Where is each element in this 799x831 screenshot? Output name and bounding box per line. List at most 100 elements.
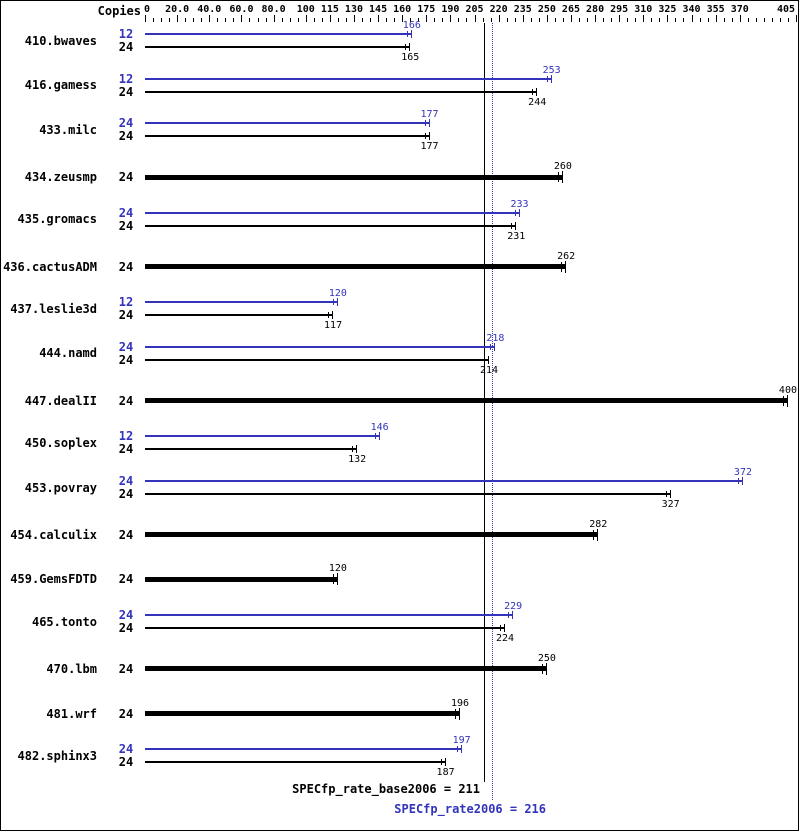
benchmark-label: 447.dealII (24, 393, 97, 408)
bar-value-label: 177 (420, 109, 439, 121)
bar-end-cap (500, 625, 502, 632)
axis-major-tick (209, 15, 211, 22)
axis-minor-tick (530, 18, 532, 22)
axis-minor-tick (289, 18, 291, 22)
result-bar (145, 174, 563, 180)
copies-value-base: 24 (118, 487, 134, 501)
axis-minor-tick (434, 18, 436, 22)
axis-major-tick (522, 15, 524, 22)
copies-value-base: 24 (118, 170, 134, 185)
bar-end-cap (336, 298, 338, 307)
bar-value-label: 327 (661, 499, 680, 510)
copies-value-base: 24 (118, 621, 134, 636)
bar-value-label: 229 (504, 601, 523, 613)
axis-tick-label: 250 (537, 4, 556, 15)
benchmark-label: 470.lbm (46, 661, 97, 676)
axis-major-tick (329, 15, 331, 22)
copies-value-peak: 12 (118, 27, 134, 41)
result-bar (145, 398, 788, 404)
bar-end-cap (786, 394, 788, 407)
bar-end-cap (483, 356, 485, 363)
copies-value-base: 24 (118, 755, 134, 770)
axis-tick-label: 370 (730, 4, 749, 15)
axis-tick-label: 130 (344, 4, 363, 15)
bar-end-cap (440, 759, 442, 766)
result-bar (145, 761, 446, 764)
bar-end-cap (455, 708, 457, 719)
bar-end-cap (424, 120, 426, 127)
bar-end-cap (332, 299, 334, 306)
axis-minor-tick (659, 18, 661, 22)
bar-value-label: 282 (589, 518, 608, 530)
axis-minor-tick (779, 18, 781, 22)
axis-minor-tick (418, 18, 420, 22)
bar-end-cap (460, 745, 462, 754)
bar-end-cap (328, 312, 330, 319)
bar-end-cap (561, 171, 563, 184)
benchmark-label: 453.povray (24, 480, 97, 495)
bar-end-cap (541, 663, 543, 674)
result-bar (145, 301, 338, 304)
result-bar (145, 90, 538, 93)
bar-value-label: 231 (507, 230, 526, 242)
axis-minor-tick (386, 18, 388, 22)
result-bar (145, 576, 338, 582)
result-bar (145, 748, 462, 751)
bar-end-cap (665, 491, 667, 497)
result-bar (145, 435, 380, 438)
axis-minor-tick (201, 18, 203, 22)
benchmark-label: 416.gamess (24, 78, 97, 93)
result-bar (145, 448, 358, 451)
peak-summary-label: SPECfp_rate2006 = 216 (394, 802, 546, 816)
axis-tick-label: 0 (143, 4, 151, 15)
bar-value-label: 165 (401, 52, 420, 63)
axis-major-tick (643, 15, 645, 22)
copies-value-peak: 12 (118, 71, 134, 86)
axis-major-tick (145, 15, 146, 22)
result-bar (145, 33, 412, 35)
benchmark-label: 410.bwaves (24, 33, 97, 48)
bar-end-cap (532, 88, 534, 95)
bar-end-cap (456, 746, 458, 753)
result-bar (145, 614, 514, 617)
bar-end-cap (515, 221, 517, 230)
axis-minor-tick (257, 18, 259, 22)
benchmark-label: 481.wrf (46, 706, 97, 721)
copies-value-base: 24 (118, 259, 134, 274)
copies-value-peak: 24 (118, 116, 134, 131)
result-bar (145, 627, 506, 630)
axis-minor-tick (153, 18, 155, 22)
axis-major-tick (305, 15, 307, 22)
axis-major-tick (402, 15, 404, 22)
bar-end-cap (512, 611, 514, 620)
axis-minor-tick (787, 18, 789, 22)
axis-minor-tick (579, 18, 580, 22)
axis-minor-tick (731, 18, 733, 22)
axis-minor-tick (611, 18, 613, 22)
copies-value-base: 24 (118, 218, 134, 233)
copies-value-base: 24 (118, 393, 134, 408)
bar-value-label: 120 (328, 563, 347, 575)
axis-tick-label: 340 (682, 4, 701, 15)
axis-minor-tick (506, 18, 508, 22)
axis-major-tick (570, 15, 572, 22)
result-bar (145, 711, 461, 716)
result-bar (145, 532, 599, 538)
bar-end-cap (597, 528, 599, 541)
axis-minor-tick (771, 18, 773, 22)
result-bar (145, 224, 517, 227)
bar-end-cap (536, 87, 538, 96)
bar-value-label: 372 (733, 467, 752, 478)
bar-end-cap (410, 30, 412, 38)
bar-end-cap (352, 446, 354, 453)
bar-end-cap (514, 209, 516, 216)
bar-end-cap (374, 433, 376, 440)
axis-minor-tick (651, 18, 653, 22)
bar-end-cap (444, 758, 446, 767)
axis-tick-label: 205 (465, 4, 484, 15)
bar-end-cap (561, 261, 563, 272)
bar-value-label: 260 (553, 161, 572, 173)
axis-major-tick (498, 15, 500, 22)
axis-minor-tick (233, 18, 235, 22)
